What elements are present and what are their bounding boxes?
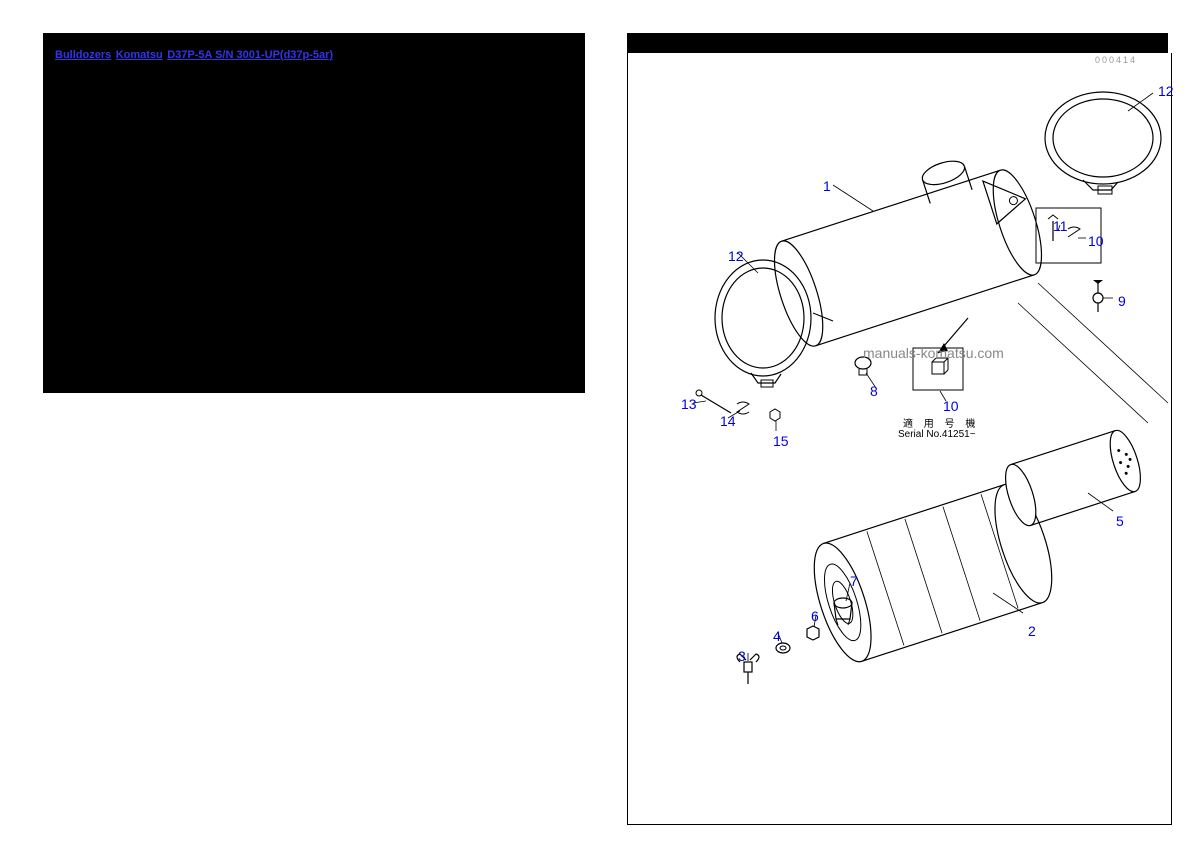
callout-3: 3 bbox=[738, 648, 746, 664]
callout-12: 12 bbox=[1158, 83, 1174, 99]
callout-10: 10 bbox=[1088, 233, 1104, 249]
breadcrumb-model[interactable]: D37P-5A S/N 3001-UP(d37p-5ar) bbox=[167, 49, 333, 61]
callout-4: 4 bbox=[773, 628, 781, 644]
callout-15: 15 bbox=[773, 433, 789, 449]
callout-5: 5 bbox=[1116, 513, 1124, 529]
callout-1: 1 bbox=[823, 178, 831, 194]
callout-11: 11 bbox=[1053, 218, 1068, 234]
callout-6: 6 bbox=[811, 608, 819, 624]
watermark-text: manuals-komatsu.com bbox=[863, 345, 1004, 361]
diagram-header-bar bbox=[627, 33, 1168, 53]
exploded-diagram: 1234567891010111212131415 manuals-komats… bbox=[627, 53, 1172, 825]
breadcrumb-brand[interactable]: Komatsu bbox=[116, 49, 163, 61]
breadcrumb: Bulldozers Komatsu D37P-5A S/N 3001-UP(d… bbox=[55, 45, 573, 63]
callout-14: 14 bbox=[720, 413, 736, 429]
serial-jp: 適 用 号 機 bbox=[903, 415, 979, 430]
breadcrumb-category[interactable]: Bulldozers bbox=[55, 49, 111, 61]
callout-12: 12 bbox=[728, 248, 744, 264]
callout-13: 13 bbox=[681, 396, 697, 412]
callout-10: 10 bbox=[943, 398, 959, 414]
diagram-panel: 000414 bbox=[627, 33, 1172, 825]
serial-en: Serial No.41251~ bbox=[898, 429, 976, 440]
callout-7: 7 bbox=[850, 573, 858, 589]
callout-8: 8 bbox=[870, 383, 878, 399]
left-info-panel: Bulldozers Komatsu D37P-5A S/N 3001-UP(d… bbox=[43, 33, 585, 393]
callout-2: 2 bbox=[1028, 623, 1036, 639]
callout-9: 9 bbox=[1118, 293, 1126, 309]
